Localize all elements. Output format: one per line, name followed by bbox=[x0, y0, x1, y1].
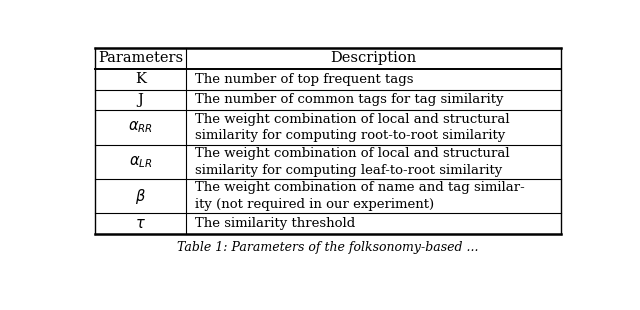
Text: $\alpha_{LR}$: $\alpha_{LR}$ bbox=[129, 154, 152, 170]
Text: The weight combination of local and structural
similarity for computing root-to-: The weight combination of local and stru… bbox=[195, 113, 509, 142]
Text: $\beta$: $\beta$ bbox=[135, 187, 146, 206]
Text: The similarity threshold: The similarity threshold bbox=[195, 217, 355, 230]
Text: Table 1: Parameters of the folksonomy-based ...: Table 1: Parameters of the folksonomy-ba… bbox=[177, 241, 479, 254]
Text: Description: Description bbox=[330, 51, 417, 65]
Text: The weight combination of local and structural
similarity for computing leaf-to-: The weight combination of local and stru… bbox=[195, 147, 509, 177]
Text: J: J bbox=[138, 93, 143, 107]
Text: $\alpha_{RR}$: $\alpha_{RR}$ bbox=[128, 120, 153, 135]
Text: The number of top frequent tags: The number of top frequent tags bbox=[195, 73, 413, 86]
Text: The number of common tags for tag similarity: The number of common tags for tag simila… bbox=[195, 93, 503, 106]
Text: K: K bbox=[135, 72, 146, 86]
Text: Parameters: Parameters bbox=[98, 51, 183, 65]
Text: $\tau$: $\tau$ bbox=[135, 217, 146, 231]
Text: The weight combination of name and tag similar-
ity (not required in our experim: The weight combination of name and tag s… bbox=[195, 181, 524, 211]
